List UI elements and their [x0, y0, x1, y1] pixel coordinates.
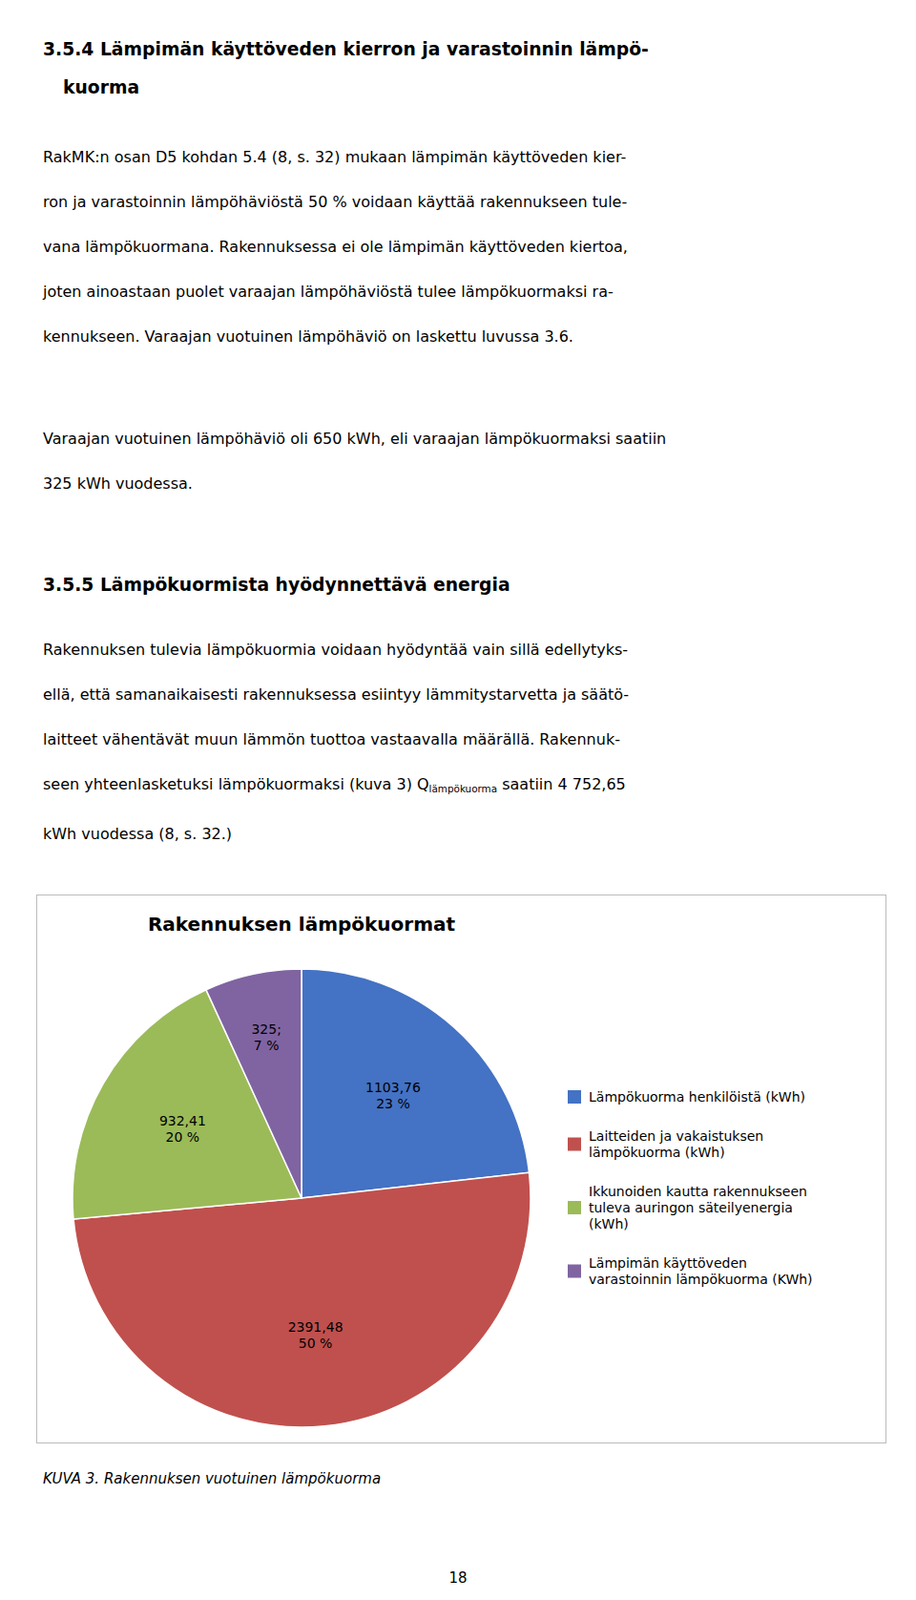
- legend-swatch: [567, 1264, 582, 1278]
- slice-label: 932,4120 %: [159, 1112, 207, 1145]
- legend-entry-line: Lämpökuorma henkilöistä (kWh): [588, 1088, 806, 1104]
- legend-entry-line: Ikkunoiden kautta rakennukseen: [588, 1183, 808, 1199]
- legend-entry-line: (kWh): [588, 1215, 629, 1231]
- text-line: ellä, että samanaikaisesti rakennuksessa…: [42, 671, 629, 717]
- slice-label: 1103,7623 %: [365, 1079, 421, 1111]
- text-line: 3.5.4 Lämpimän käyttöveden kierron ja va…: [42, 30, 649, 69]
- slice-label-line: 932,41: [159, 1112, 207, 1128]
- text-line: Varaajan vuotuinen lämpöhäviö oli 650 kW…: [42, 416, 667, 461]
- chart: Rakennuksen lämpökuormat 1103,7623 % 2391,…: [36, 894, 887, 1443]
- legend-entry-line: Lämpimän käyttöveden: [588, 1254, 748, 1270]
- slice-label-line: 1103,76: [365, 1079, 421, 1095]
- chart-border: [37, 895, 887, 1443]
- legend-entry: Lämpökuorma henkilöistä (kWh): [588, 1088, 806, 1104]
- text-line: RakMK:n osan D5 kohdan 5.4 (8, s. 32) mu…: [42, 134, 628, 180]
- text-line: vana lämpökuormana. Rakennuksessa ei ole…: [42, 224, 628, 270]
- legend-entry-line: lämpökuorma (kWh): [588, 1144, 726, 1160]
- slice-label: 325;7 %: [250, 1020, 281, 1053]
- text-line: kuorma: [42, 68, 649, 107]
- legend-swatch: [567, 1089, 582, 1104]
- text-line: 325 kWh vuodessa.: [42, 460, 667, 506]
- legend-entry-line: Laitteiden ja vakaistuksen: [588, 1127, 764, 1144]
- text-line: seen yhteenlasketuksi lämpökuormaksi (ku…: [42, 761, 629, 812]
- subscript: lämpökuorma: [429, 782, 499, 794]
- slice-label-line: 50 %: [298, 1334, 334, 1351]
- slice-label-line: 2391,48: [288, 1318, 344, 1334]
- chart-title: Rakennuksen lämpökuormat: [147, 912, 457, 936]
- page-number: 18: [0, 1568, 916, 1586]
- legend-entry: Lämpimän käyttövedenvarastoinnin lämpöku…: [588, 1254, 813, 1287]
- slices: [72, 968, 531, 1427]
- heading: 3.5.4 Lämpimän käyttöveden kierron ja va…: [42, 30, 649, 107]
- slice-labels: 1103,7623 % 2391,4850 % 932,4120 % 325;7 %: [159, 1020, 421, 1351]
- text-line: 3.5.5 Lämpökuormista hyödynnettävä energ…: [42, 565, 511, 604]
- pie-slice: [206, 968, 302, 1198]
- heading: 3.5.5 Lämpökuormista hyödynnettävä energ…: [42, 565, 511, 604]
- text-run: seen yhteenlasketuksi lämpökuormaksi (ku…: [42, 774, 430, 793]
- legend-swatch: [567, 1137, 582, 1151]
- text-line: joten ainoastaan puolet varaajan lämpöhä…: [42, 269, 628, 314]
- slice-label-line: 325;: [250, 1020, 281, 1037]
- text-line: laitteet vähentävät muun lämmön tuottoa …: [42, 716, 629, 762]
- legend-entry: Laitteiden ja vakaistuksenlämpökuorma (k…: [588, 1127, 764, 1160]
- text-line: ron ja varastoinnin lämpöhäviöstä 50 % v…: [42, 179, 628, 225]
- pie-slice: [301, 968, 530, 1198]
- legend-entry: Ikkunoiden kautta rakennukseentuleva aur…: [588, 1183, 808, 1231]
- legend: Lämpökuorma henkilöistä (kWh) Laitteiden …: [567, 1088, 813, 1287]
- slice-label-line: 7 %: [253, 1037, 280, 1053]
- slice-label-line: 23 %: [375, 1095, 411, 1111]
- text-run: saatiin 4 752,65: [497, 774, 626, 793]
- paragraph: RakMK:n osan D5 kohdan 5.4 (8, s. 32) mu…: [42, 134, 628, 359]
- slice-label-line: 20 %: [166, 1128, 201, 1145]
- legend-entry-line: tuleva auringon säteilyenergia: [588, 1199, 793, 1215]
- text-line: kWh vuodessa (8, s. 32.): [42, 811, 629, 856]
- text-line: Rakennuksen tulevia lämpökuormia voidaan…: [42, 626, 629, 672]
- legend-swatch: [567, 1200, 582, 1214]
- caption: KUVA 3. Rakennuksen vuotuinen lämpökuorm…: [42, 1469, 381, 1487]
- legend-entry-line: varastoinnin lämpökuorma (KWh): [588, 1270, 813, 1287]
- paragraph: Varaajan vuotuinen lämpöhäviö oli 650 kW…: [42, 416, 667, 506]
- paragraph: Rakennuksen tulevia lämpökuormia voidaan…: [42, 626, 629, 856]
- text-line: kennukseen. Varaajan vuotuinen lämpöhävi…: [42, 313, 628, 359]
- slice-label: 2391,4850 %: [288, 1318, 344, 1351]
